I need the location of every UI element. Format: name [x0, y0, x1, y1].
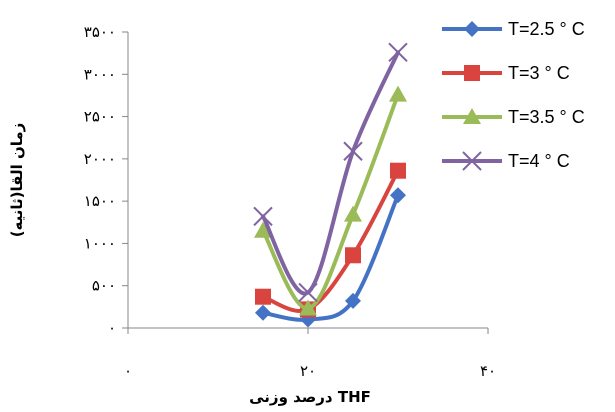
- y-tick-label: ۵۰۰: [92, 277, 116, 295]
- series-line: [261, 92, 400, 311]
- series-3: [253, 42, 408, 303]
- legend-item: T=3 ° C: [442, 63, 570, 83]
- legend-item: T=4 ° C: [442, 151, 570, 171]
- legend-marker: [462, 151, 482, 171]
- y-tick-label: ۱۰۰۰: [84, 234, 116, 252]
- x-axis-title: درصد وزنی THF: [249, 388, 371, 406]
- y-axis-title: زمان القا(ثانیه): [8, 123, 26, 238]
- y-tick-label: ۰: [108, 319, 116, 337]
- legend-item: T=3.5 ° C: [442, 107, 585, 127]
- legend-marker: [464, 21, 480, 37]
- series-line: [261, 193, 400, 322]
- legend: T=2.5 ° C T=3 ° C T=3.5 ° C T=4 ° C: [442, 19, 585, 171]
- legend-marker: [463, 108, 481, 124]
- y-tick-label: ۳۰۰۰: [84, 65, 116, 83]
- y-tick-label: ۱۵۰۰: [84, 192, 116, 210]
- data-point: [390, 187, 406, 204]
- data-point: [345, 292, 361, 309]
- data-point: [343, 141, 363, 161]
- data-point: [299, 299, 317, 316]
- data-point: [254, 221, 272, 238]
- x-tick-label: ۴۰: [480, 362, 496, 380]
- legend-label: T=4 ° C: [508, 151, 570, 171]
- y-tick-group: ۰ ۵۰۰ ۱۰۰۰ ۱۵۰۰ ۲۰۰۰ ۲۵۰۰ ۳۰۰۰ ۳۵۰۰: [84, 23, 128, 337]
- data-point: [345, 247, 361, 264]
- x-tick-label: ۲۰: [300, 362, 316, 380]
- legend-marker: [464, 65, 480, 81]
- data-point: [390, 162, 406, 179]
- series-line: [261, 50, 400, 296]
- data-point: [388, 42, 408, 63]
- series-0: [255, 187, 406, 328]
- y-tick-label: ۳۵۰۰: [84, 23, 116, 41]
- series-layer: [253, 42, 408, 328]
- x-tick-label: ۰: [124, 362, 132, 380]
- data-point: [389, 85, 407, 102]
- data-point: [344, 205, 362, 222]
- legend-label: T=2.5 ° C: [508, 19, 585, 39]
- x-tick-group: ۰ ۲۰ ۴۰: [124, 328, 496, 380]
- series-line: [261, 168, 400, 313]
- legend-label: T=3 ° C: [508, 63, 570, 83]
- data-point: [255, 288, 271, 305]
- data-point: [253, 206, 273, 227]
- data-point: [298, 282, 318, 303]
- series-2: [254, 85, 407, 316]
- legend-item: T=2.5 ° C: [442, 19, 585, 39]
- y-tick-label: ۲۵۰۰: [84, 108, 116, 126]
- y-tick-label: ۲۰۰۰: [84, 150, 116, 168]
- legend-label: T=3.5 ° C: [508, 107, 585, 127]
- data-point: [255, 304, 271, 321]
